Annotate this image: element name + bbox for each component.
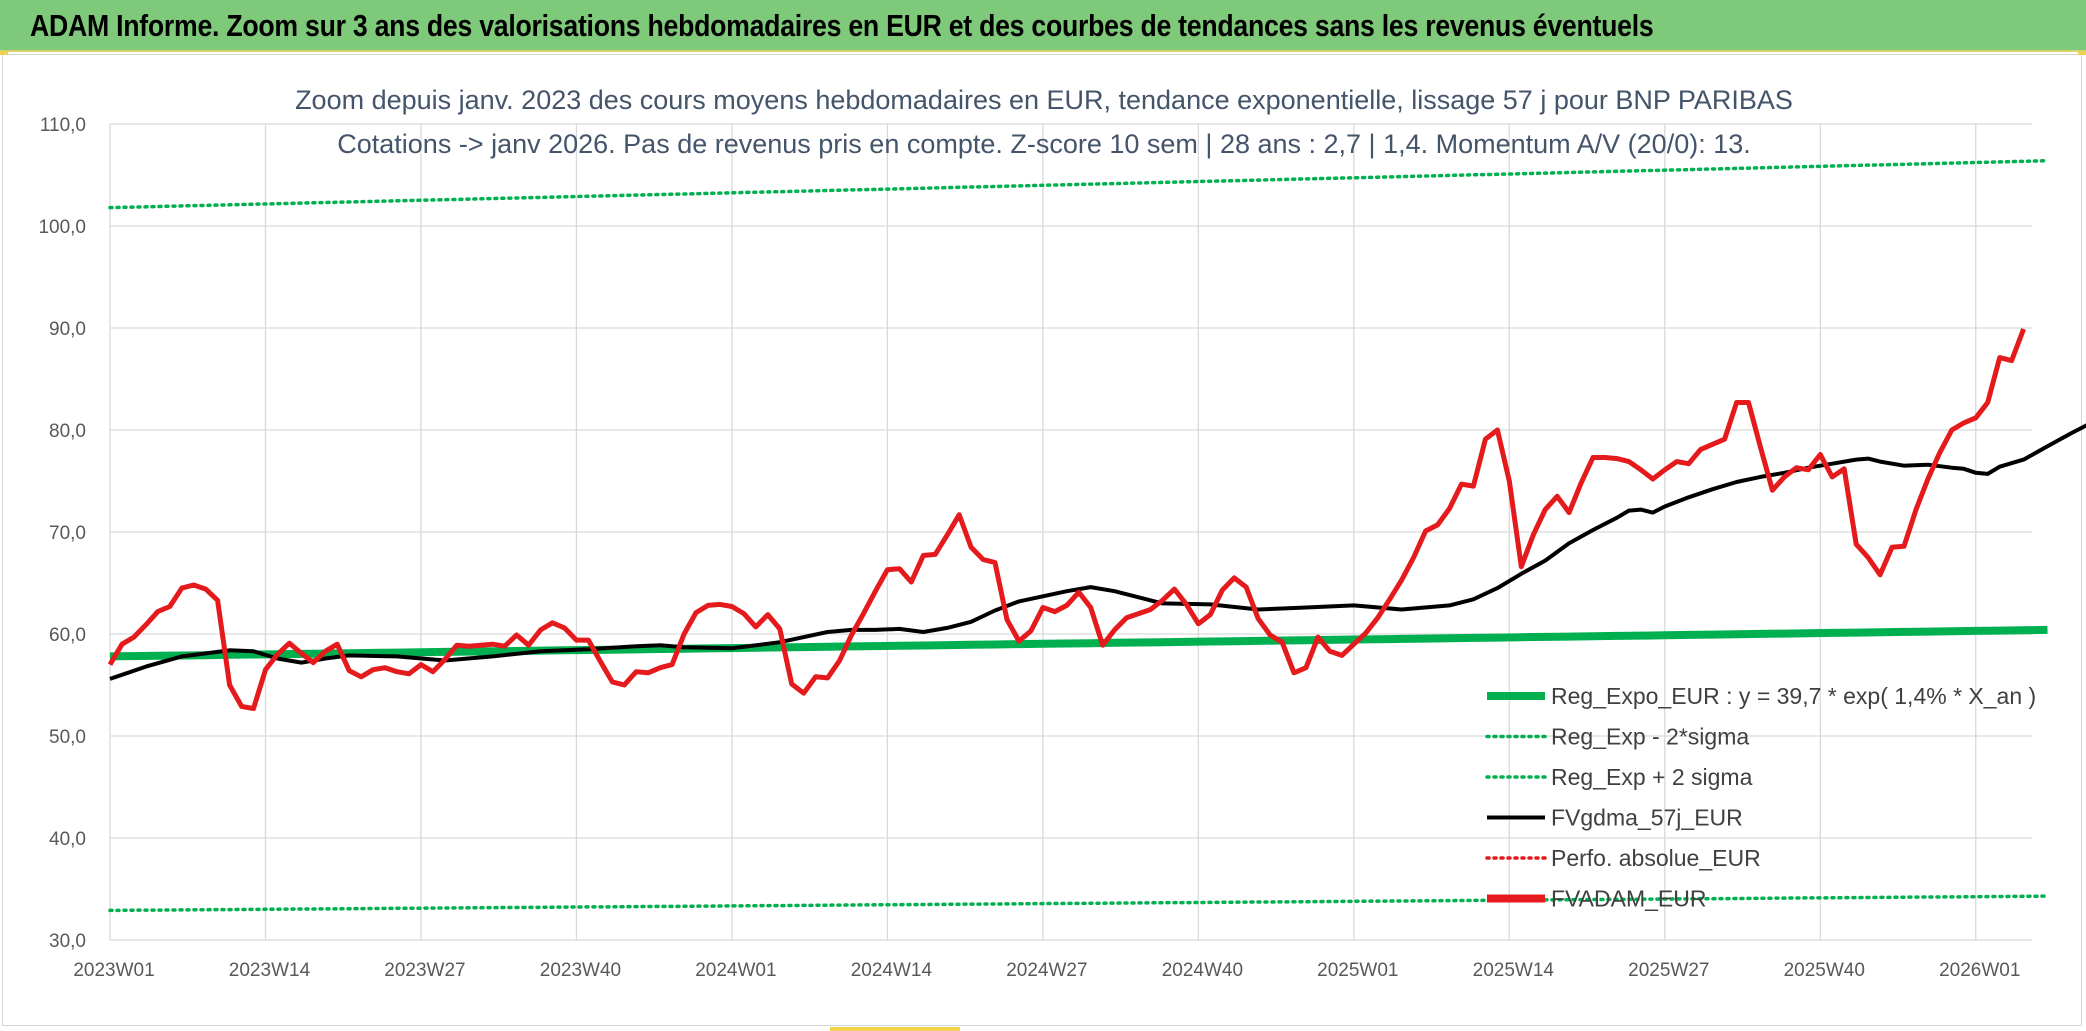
- series-fvgdma-57j: [109, 423, 2086, 681]
- legend: Reg_Expo_EUR : y = 39,7 * exp( 1,4% * X_…: [1485, 683, 2036, 912]
- y-axis-labels: 30,0 40,0 50,0 60,0 70,0 80,0 90,0 100,0 110,0: [38, 115, 86, 952]
- series-reg-exp-plus-2sigma: [108, 158, 2050, 210]
- accent-corner-right: [2078, 52, 2086, 55]
- chart-subtitle-line2: Cotations -> janv 2026. Pas de revenus p…: [337, 129, 1751, 159]
- series-reg-exp-minus-2sigma: [108, 894, 2050, 913]
- x-tick-label: 2025W01: [1317, 960, 1398, 981]
- x-tick-label: 2024W14: [851, 960, 933, 981]
- y-tick-label: 110,0: [40, 115, 86, 136]
- x-tick-label: 2023W27: [384, 960, 465, 981]
- chart-titles: Zoom depuis janv. 2023 des cours moyens …: [295, 85, 1793, 159]
- x-tick-label: 2024W01: [695, 960, 776, 981]
- x-tick-label: 2023W14: [229, 960, 311, 981]
- grid-lines: [109, 123, 2032, 941]
- x-tick-label: 2025W40: [1784, 960, 1865, 981]
- legend-label: Reg_Expo_EUR : y = 39,7 * exp( 1,4% * X_…: [1551, 683, 2036, 709]
- accent-corner-left: [0, 52, 8, 55]
- series-fvadam: [107, 328, 2026, 711]
- series-layer: [107, 158, 2086, 913]
- x-tick-label: 2024W40: [1162, 960, 1243, 981]
- y-tick-label: 50,0: [49, 727, 86, 748]
- report-banner: ADAM Informe. Zoom sur 3 ans des valoris…: [0, 0, 2086, 52]
- legend-label: Reg_Exp - 2*sigma: [1551, 724, 1749, 750]
- series-reg-expo: [109, 625, 2048, 661]
- x-tick-label: 2025W14: [1473, 960, 1555, 981]
- x-tick-label: 2025W27: [1628, 960, 1709, 981]
- x-tick-label: 2024W27: [1006, 960, 1087, 981]
- legend-label: FVgdma_57j_EUR: [1551, 805, 1743, 831]
- legend-label: FVADAM_EUR: [1551, 886, 1707, 912]
- x-tick-label: 2026W01: [1939, 960, 2020, 981]
- chart-subtitle-line1: Zoom depuis janv. 2023 des cours moyens …: [295, 85, 1793, 115]
- y-tick-label: 80,0: [49, 421, 86, 442]
- y-tick-label: 30,0: [49, 931, 86, 952]
- x-axis-labels: 2023W01 2023W14 2023W27 2023W40 2024W01 2024W…: [73, 960, 2020, 981]
- y-tick-label: 90,0: [49, 319, 86, 340]
- report-title: ADAM Informe. Zoom sur 3 ans des valoris…: [30, 8, 1654, 43]
- accent-bottom-mark: [830, 1027, 960, 1031]
- y-tick-label: 40,0: [49, 829, 86, 850]
- y-tick-label: 100,0: [38, 217, 86, 238]
- legend-label: Reg_Exp + 2 sigma: [1551, 764, 1753, 790]
- chart-frame: [2, 54, 2082, 1026]
- y-tick-label: 70,0: [49, 523, 86, 544]
- y-tick-label: 60,0: [49, 625, 86, 646]
- x-tick-label: 2023W01: [73, 960, 154, 981]
- x-tick-label: 2023W40: [540, 960, 621, 981]
- legend-label: Perfo. absolue_EUR: [1551, 845, 1761, 871]
